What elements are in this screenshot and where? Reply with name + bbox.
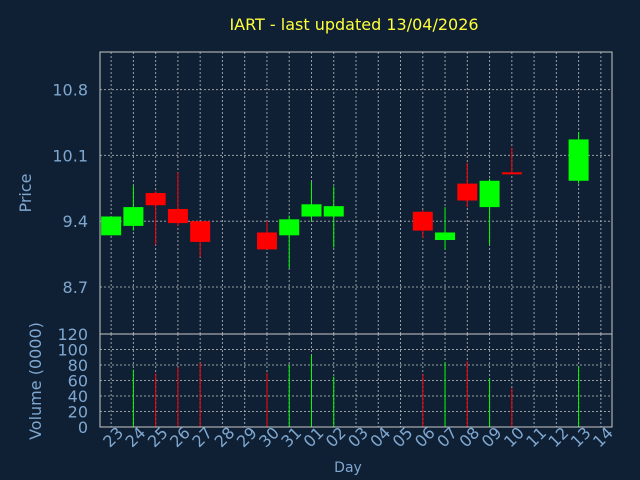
price-grid xyxy=(100,52,612,334)
price-axis-label: Price xyxy=(16,173,35,212)
price-tick-label: 10.8 xyxy=(52,81,88,100)
x-axis-label: Day xyxy=(334,460,362,476)
volume-grid xyxy=(100,334,612,427)
candle-body xyxy=(190,221,211,242)
volume-tick-label: 120 xyxy=(57,325,88,344)
chart-title: IART - last updated 13/04/2026 xyxy=(229,15,478,34)
candle-body xyxy=(435,232,456,240)
volume-tick-label: 0 xyxy=(78,418,88,437)
price-candles xyxy=(101,131,589,269)
volume-tick-label: 40 xyxy=(68,387,88,406)
volume-axis-label: Volume (0000) xyxy=(26,322,45,440)
day-tick-labels: 2324252627282930310102030405060708091011… xyxy=(99,423,617,451)
price-tick-label: 9.4 xyxy=(63,212,88,231)
candle-body xyxy=(568,139,589,181)
volume-tick-label: 60 xyxy=(68,372,88,391)
volume-panel-frame xyxy=(99,333,613,428)
candle-body xyxy=(301,204,322,217)
candle-body xyxy=(323,206,344,217)
candle-body xyxy=(457,183,478,201)
candle-body xyxy=(167,208,188,224)
price-tick-labels: 8.7 9.4 10.1 10.8 xyxy=(52,81,88,297)
candle-body xyxy=(279,219,300,236)
volume-tick-label: 80 xyxy=(68,356,88,375)
candle-body xyxy=(412,211,433,231)
candle-body xyxy=(123,207,144,226)
volume-bars xyxy=(132,354,580,427)
price-tick-label: 8.7 xyxy=(63,278,88,297)
volume-tick-label: 20 xyxy=(68,403,88,422)
price-tick-label: 10.1 xyxy=(52,146,88,165)
volume-tick-label: 100 xyxy=(57,341,88,360)
candle-body xyxy=(145,193,166,206)
candle-body xyxy=(256,232,277,250)
candle-body xyxy=(479,180,500,208)
candle-body xyxy=(101,216,122,236)
candle-body xyxy=(501,172,522,175)
